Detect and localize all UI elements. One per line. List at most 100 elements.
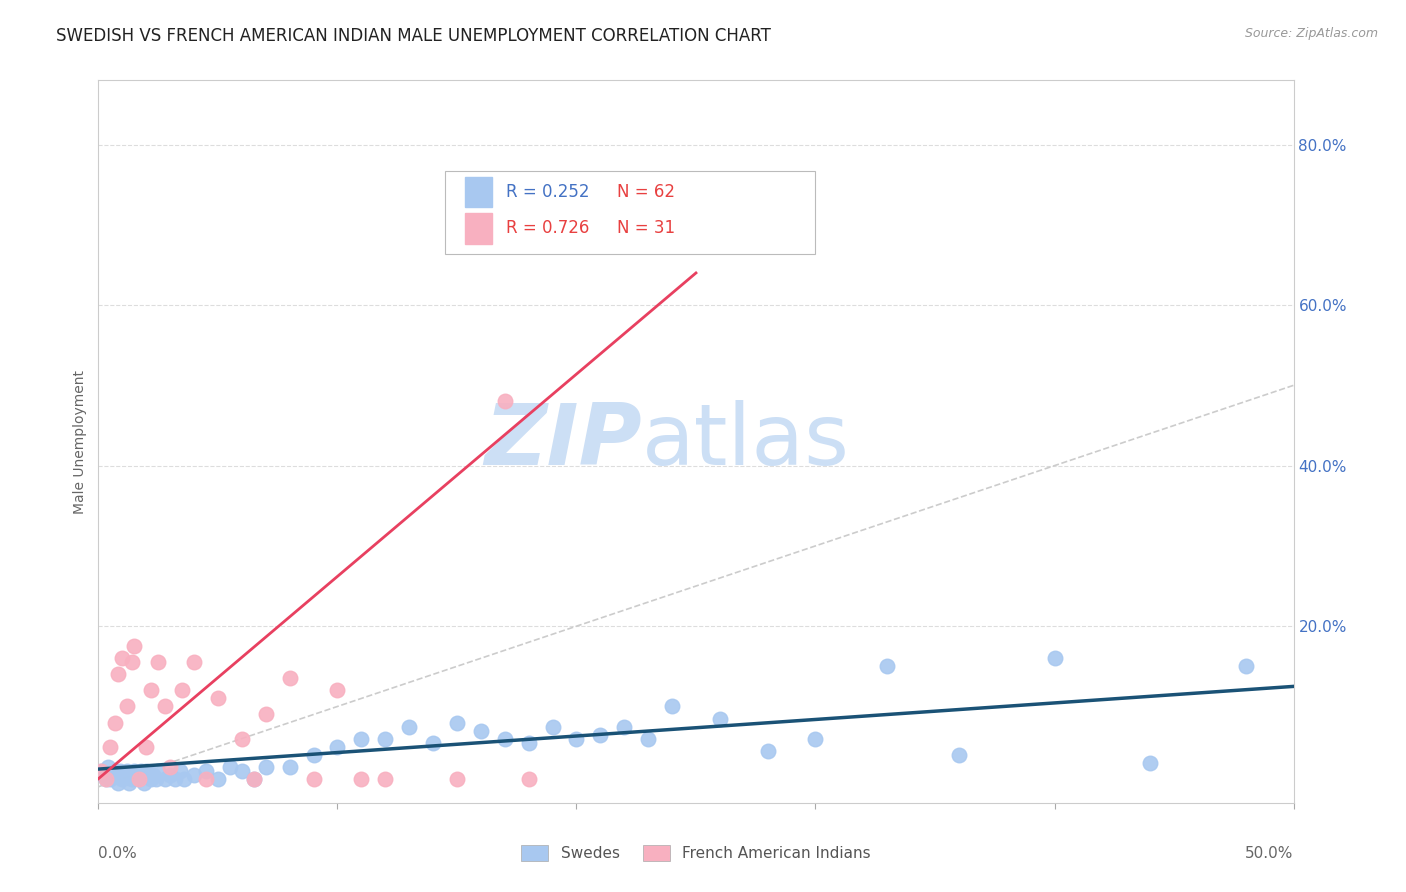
Point	[107, 667, 129, 681]
Point	[470, 723, 492, 738]
Point	[183, 767, 205, 781]
Point	[183, 655, 205, 669]
Point	[159, 760, 181, 774]
Point	[139, 772, 162, 786]
Point	[163, 772, 186, 786]
Point	[138, 767, 160, 781]
Point	[494, 731, 516, 746]
Point	[231, 731, 253, 746]
Y-axis label: Male Unemployment: Male Unemployment	[73, 369, 87, 514]
Point	[219, 760, 242, 774]
Point	[148, 655, 170, 669]
Point	[172, 683, 194, 698]
Point	[350, 731, 373, 746]
Point	[374, 772, 396, 786]
Point	[243, 772, 266, 786]
Point	[207, 691, 229, 706]
Point	[422, 735, 444, 749]
Point	[446, 772, 468, 786]
Point	[169, 764, 191, 778]
Point	[111, 772, 134, 786]
Point	[125, 767, 148, 781]
Point	[124, 764, 146, 778]
Point	[207, 772, 229, 786]
Point	[326, 739, 349, 754]
Text: N = 62: N = 62	[617, 183, 675, 202]
Legend: Swedes, French American Indians: Swedes, French American Indians	[515, 839, 877, 867]
Point	[756, 744, 779, 758]
Point	[278, 760, 301, 774]
Point	[243, 772, 266, 786]
Point	[661, 699, 683, 714]
Text: 50.0%: 50.0%	[1246, 847, 1294, 861]
Point	[107, 776, 129, 790]
Point	[142, 767, 165, 781]
Point	[101, 767, 124, 781]
Point	[1139, 756, 1161, 770]
Point	[876, 659, 898, 673]
Point	[637, 731, 659, 746]
Point	[121, 655, 143, 669]
Point	[115, 699, 138, 714]
Point	[159, 767, 181, 781]
Point	[494, 394, 516, 409]
Text: N = 31: N = 31	[617, 219, 675, 237]
Text: Source: ZipAtlas.com: Source: ZipAtlas.com	[1244, 27, 1378, 40]
Point	[398, 719, 420, 733]
Point	[94, 772, 117, 786]
Point	[613, 719, 636, 733]
Point	[278, 671, 301, 685]
Point	[374, 731, 396, 746]
Point	[1234, 659, 1257, 673]
Point	[135, 764, 157, 778]
Point	[139, 683, 162, 698]
Point	[173, 772, 195, 786]
Point	[254, 760, 277, 774]
Point	[1043, 651, 1066, 665]
Point	[517, 735, 540, 749]
Point	[128, 772, 150, 786]
Point	[90, 764, 112, 778]
Point	[108, 764, 131, 778]
Point	[94, 772, 117, 786]
Point	[91, 767, 114, 781]
Point	[326, 683, 349, 698]
Point	[124, 639, 146, 653]
Point	[446, 715, 468, 730]
Point	[121, 772, 143, 786]
Point	[302, 772, 325, 786]
Point	[145, 772, 167, 786]
Point	[148, 764, 170, 778]
Point	[804, 731, 827, 746]
Point	[231, 764, 253, 778]
Point	[302, 747, 325, 762]
Text: SWEDISH VS FRENCH AMERICAN INDIAN MALE UNEMPLOYMENT CORRELATION CHART: SWEDISH VS FRENCH AMERICAN INDIAN MALE U…	[56, 27, 770, 45]
Point	[135, 739, 157, 754]
Point	[195, 764, 218, 778]
Point	[104, 764, 127, 778]
Point	[541, 719, 564, 733]
Point	[97, 760, 120, 774]
Point	[613, 234, 636, 248]
Point	[155, 699, 177, 714]
Text: R = 0.726: R = 0.726	[506, 219, 589, 237]
Point	[948, 747, 970, 762]
Point	[131, 764, 153, 778]
Point	[111, 651, 134, 665]
Point	[128, 772, 150, 786]
Point	[90, 764, 112, 778]
FancyBboxPatch shape	[446, 170, 815, 253]
Point	[565, 731, 588, 746]
Point	[98, 772, 122, 786]
Bar	[465, 178, 492, 208]
Text: R = 0.252: R = 0.252	[506, 183, 589, 202]
Point	[517, 772, 540, 786]
Point	[115, 764, 138, 778]
Point	[589, 728, 612, 742]
Text: ZIP: ZIP	[485, 400, 643, 483]
Text: atlas: atlas	[643, 400, 851, 483]
Bar	[465, 213, 492, 244]
Point	[195, 772, 218, 786]
Point	[118, 776, 141, 790]
Point	[350, 772, 373, 786]
